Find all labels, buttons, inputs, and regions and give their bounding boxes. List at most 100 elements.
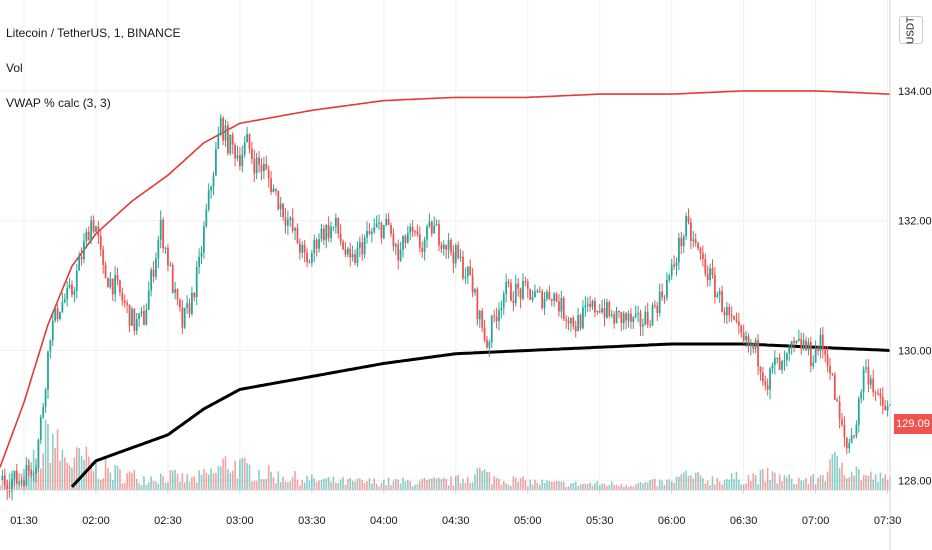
volume-bar [234, 460, 236, 490]
candle-body [286, 219, 289, 226]
candle-body [44, 389, 47, 407]
candle-body [23, 480, 25, 486]
candle-body [541, 291, 544, 308]
volume-bar [766, 467, 769, 490]
candle-body [203, 226, 205, 253]
candle-body [500, 307, 503, 311]
candle-body [363, 237, 366, 255]
volume-bar [714, 484, 716, 490]
volume-bar [514, 477, 517, 490]
volume-bar [351, 480, 354, 490]
candle-body [49, 340, 52, 352]
volume-bar [445, 478, 447, 490]
candle-body [92, 220, 95, 232]
candle-body [795, 340, 798, 344]
volume-bar [802, 480, 805, 490]
candle-body [315, 239, 318, 249]
candle-body [606, 301, 608, 318]
candle-body [390, 225, 392, 234]
candle-body [327, 225, 330, 239]
candle-body [514, 283, 517, 304]
volume-bar [637, 483, 639, 490]
candle-body [745, 336, 747, 341]
currency-button[interactable]: USDT [899, 16, 923, 44]
candle-body [555, 293, 558, 302]
candle-body [613, 314, 616, 324]
candle-body [11, 479, 13, 492]
volume-bar [790, 478, 793, 490]
volume-bar [236, 478, 239, 490]
volume-bar [85, 446, 88, 490]
volume-bar [692, 478, 695, 490]
candle-body [637, 312, 640, 314]
candle-body [488, 342, 491, 348]
candle-body [454, 245, 457, 264]
volume-bar [416, 484, 419, 490]
volume-bar [164, 482, 167, 490]
candle-body [788, 347, 791, 354]
volume-bar [644, 482, 647, 490]
volume-bar [502, 481, 505, 490]
candle-body [42, 406, 45, 418]
candle-body [234, 144, 236, 159]
candle-body [155, 258, 157, 277]
candle-body [107, 278, 109, 288]
volume-bar [421, 478, 424, 490]
candle-body [378, 222, 380, 224]
volume-bar [464, 482, 467, 490]
candle-body [582, 307, 584, 329]
candle-body [421, 247, 424, 252]
volume-bar [682, 472, 685, 490]
candle-body [370, 231, 373, 234]
candle-body [550, 299, 553, 301]
candle-body [534, 291, 536, 298]
candle-body [833, 374, 836, 400]
candle-body [339, 233, 342, 242]
candle-body [704, 258, 707, 274]
volume-bar [584, 483, 587, 490]
volume-bar [239, 459, 241, 490]
volume-bar [517, 481, 519, 490]
candle-body [865, 367, 867, 369]
volume-bar [601, 483, 603, 490]
candle-body [558, 301, 560, 312]
x-tick-label: 07:30 [874, 515, 902, 527]
candle-body [270, 178, 272, 193]
volume-bar [675, 476, 678, 490]
candle-body [200, 252, 203, 257]
candle-body [447, 239, 450, 250]
candle-body [68, 284, 71, 288]
volume-bar [829, 459, 831, 490]
candle-body [224, 125, 227, 141]
candle-body [8, 490, 11, 492]
candle-body [519, 288, 522, 299]
volume-bar [356, 478, 359, 490]
volume-bar [435, 478, 438, 490]
volume-bars [0, 419, 891, 490]
candle-body [850, 435, 853, 444]
candle-body [464, 276, 467, 279]
volume-bar [850, 471, 853, 490]
candle-body [423, 239, 426, 252]
candle-body [111, 278, 114, 295]
candle-body [565, 319, 568, 321]
candle-body [191, 292, 193, 314]
volume-bar [241, 457, 244, 490]
candle-body [382, 225, 385, 239]
volume-bar [862, 475, 865, 490]
candle-body [83, 241, 85, 260]
volume-bar [248, 464, 251, 490]
candle-body [426, 226, 428, 240]
candle-body [886, 406, 889, 411]
candle-body [99, 236, 102, 250]
volume-bar [75, 447, 78, 490]
candle-body [368, 230, 371, 234]
candle-body [282, 203, 284, 217]
volume-bar [615, 484, 618, 490]
volume-bar [354, 481, 356, 490]
candle-body [15, 470, 18, 484]
candle-body [769, 368, 771, 390]
volume-bar [884, 474, 887, 490]
volume-bar [385, 485, 388, 490]
